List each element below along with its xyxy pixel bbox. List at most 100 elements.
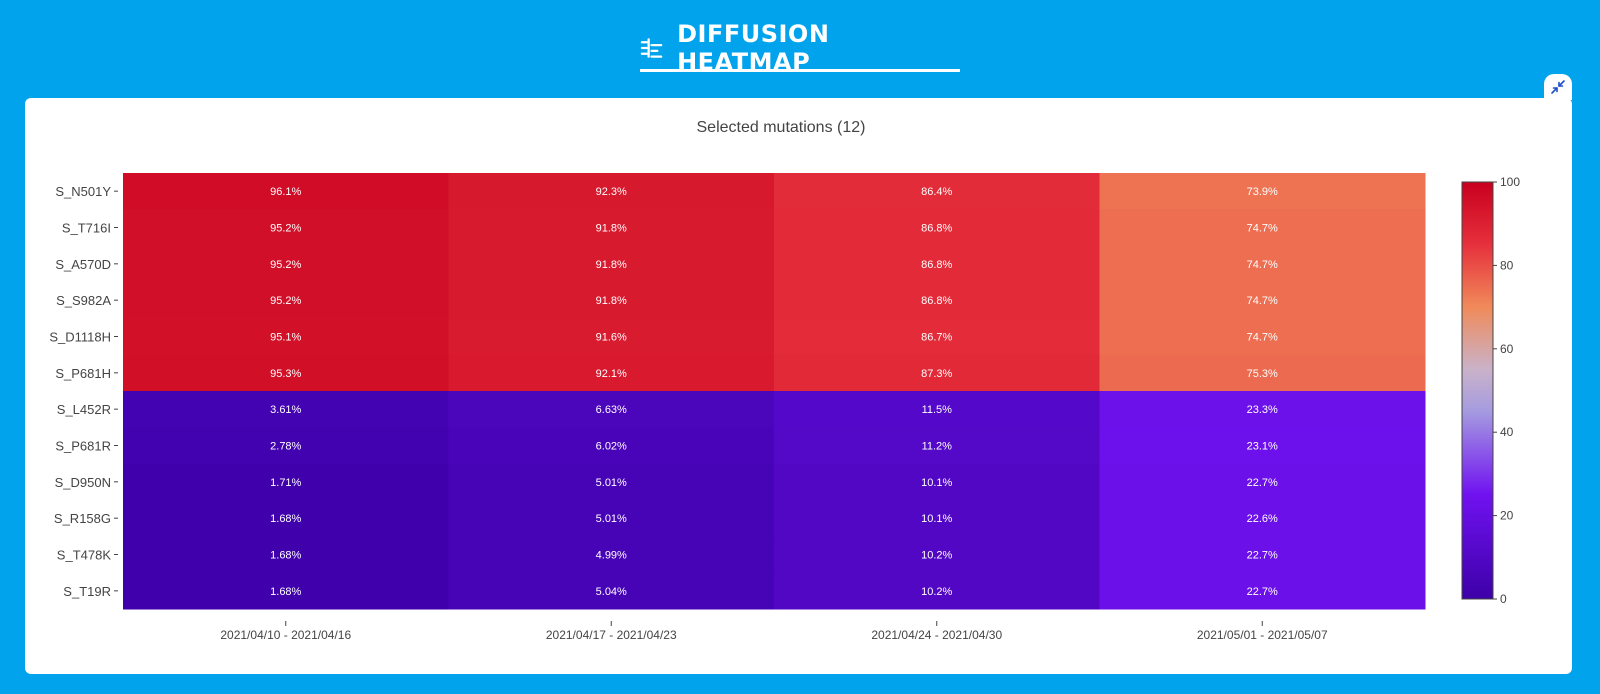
x-tick-label: 2021/04/10 - 2021/04/16 xyxy=(220,628,351,642)
heatmap-cell[interactable] xyxy=(774,282,1100,319)
heatmap-cell[interactable] xyxy=(123,318,449,356)
y-tick-label: S_T478K xyxy=(57,548,112,563)
heatmap-cell[interactable] xyxy=(123,463,449,501)
colorbar-tick-label: 60 xyxy=(1500,342,1514,356)
cell-value-label: 95.2% xyxy=(270,223,301,235)
cell-value-label: 10.2% xyxy=(921,586,952,598)
colorbar-tick-label: 100 xyxy=(1500,175,1520,189)
heatmap-cell[interactable] xyxy=(1099,173,1426,210)
heatmap-cell[interactable] xyxy=(774,391,1100,428)
y-tick-label: S_T716I xyxy=(62,221,111,236)
heatmap-cell[interactable] xyxy=(1099,427,1426,465)
cell-value-label: 2.78% xyxy=(270,441,301,453)
cell-value-label: 92.3% xyxy=(596,186,627,198)
heatmap-cell[interactable] xyxy=(1099,463,1426,501)
colorbar-tick-label: 0 xyxy=(1500,592,1507,606)
cell-value-label: 5.01% xyxy=(596,513,627,525)
cell-value-label: 86.8% xyxy=(921,223,952,235)
y-tick-label: S_D950N xyxy=(55,475,111,490)
heatmap-cell[interactable] xyxy=(774,173,1100,210)
heatmap-cell[interactable] xyxy=(448,354,775,392)
heatmap-cell[interactable] xyxy=(123,427,449,465)
collapse-button[interactable] xyxy=(1544,74,1572,100)
heatmap-cell[interactable] xyxy=(1099,391,1426,428)
heatmap-cell[interactable] xyxy=(774,572,1100,610)
heatmap-cell[interactable] xyxy=(123,391,449,428)
heatmap-settings-icon xyxy=(640,37,663,58)
heatmap-cell[interactable] xyxy=(1099,536,1426,574)
cell-value-label: 22.7% xyxy=(1247,586,1278,598)
cell-value-label: 4.99% xyxy=(596,550,627,562)
heatmap-cell[interactable] xyxy=(448,536,775,574)
cell-value-label: 91.8% xyxy=(596,223,627,235)
cell-value-label: 10.2% xyxy=(921,550,952,562)
x-tick-label: 2021/05/01 - 2021/05/07 xyxy=(1197,628,1328,642)
cell-value-label: 11.2% xyxy=(922,441,953,453)
heatmap-cell[interactable] xyxy=(123,536,449,574)
cell-value-label: 6.63% xyxy=(596,404,627,416)
cell-value-label: 5.04% xyxy=(596,586,627,598)
collapse-arrows-icon xyxy=(1551,80,1565,94)
cell-value-label: 5.01% xyxy=(596,477,627,489)
cell-value-label: 73.9% xyxy=(1247,186,1278,198)
cell-value-label: 91.8% xyxy=(596,295,627,307)
y-tick-label: S_L452R xyxy=(57,402,111,417)
cell-value-label: 3.61% xyxy=(270,404,301,416)
cell-value-label: 95.1% xyxy=(270,332,301,344)
heatmap-cell[interactable] xyxy=(774,500,1100,537)
heatmap-cell[interactable] xyxy=(448,173,775,210)
cell-value-label: 23.1% xyxy=(1247,441,1278,453)
heatmap-cell[interactable] xyxy=(774,354,1100,392)
heatmap-cell[interactable] xyxy=(123,500,449,537)
heatmap-cell[interactable] xyxy=(1099,209,1426,247)
heatmap-cell[interactable] xyxy=(123,245,449,283)
cell-value-label: 86.7% xyxy=(921,332,952,344)
heatmap-cell[interactable] xyxy=(1099,500,1426,537)
heatmap-cell[interactable] xyxy=(123,572,449,610)
heatmap-cell[interactable] xyxy=(448,572,775,610)
chart-card: Selected mutations (12) 96.1% 92.3% 86.4% 7… xyxy=(25,98,1572,674)
heatmap-cell[interactable] xyxy=(774,463,1100,501)
cell-value-label: 23.3% xyxy=(1247,404,1278,416)
cell-value-label: 74.7% xyxy=(1247,259,1278,271)
cell-value-label: 96.1% xyxy=(270,186,301,198)
heatmap-cell[interactable] xyxy=(123,282,449,319)
cell-value-label: 1.71% xyxy=(270,477,301,489)
cell-value-label: 86.8% xyxy=(921,295,952,307)
heatmap-cell[interactable] xyxy=(1099,572,1426,610)
cell-value-label: 10.1% xyxy=(921,513,952,525)
x-tick-label: 2021/04/24 - 2021/04/30 xyxy=(871,628,1002,642)
heatmap-cell[interactable] xyxy=(448,282,775,319)
heatmap-cell[interactable] xyxy=(448,209,775,247)
heatmap-cell[interactable] xyxy=(123,209,449,247)
y-tick-label: S_N501Y xyxy=(55,184,111,199)
heatmap-cell[interactable] xyxy=(448,427,775,465)
y-tick-label: S_A570D xyxy=(55,257,111,272)
cell-value-label: 1.68% xyxy=(270,550,301,562)
colorbar-tick-label: 80 xyxy=(1500,258,1514,272)
heatmap-cell[interactable] xyxy=(1099,245,1426,283)
heatmap-cell[interactable] xyxy=(448,500,775,537)
y-tick-label: S_S982A xyxy=(56,293,111,308)
heatmap-cell[interactable] xyxy=(123,173,449,210)
cell-value-label: 1.68% xyxy=(270,586,301,598)
heatmap-cell[interactable] xyxy=(1099,282,1426,319)
heatmap-cell[interactable] xyxy=(774,536,1100,574)
heatmap-cell[interactable] xyxy=(448,245,775,283)
heatmap-cell[interactable] xyxy=(774,427,1100,465)
heatmap-cell[interactable] xyxy=(1099,354,1426,392)
cell-value-label: 74.7% xyxy=(1247,332,1278,344)
heatmap-cell[interactable] xyxy=(774,318,1100,356)
header-bar: DIFFUSION HEATMAP xyxy=(0,0,1600,96)
cell-value-label: 91.8% xyxy=(596,259,627,271)
cell-value-label: 95.3% xyxy=(270,368,301,380)
heatmap-cell[interactable] xyxy=(123,354,449,392)
cell-value-label: 6.02% xyxy=(596,441,627,453)
heatmap-cell[interactable] xyxy=(448,318,775,356)
heatmap-cell[interactable] xyxy=(774,245,1100,283)
heatmap-cell[interactable] xyxy=(448,391,775,428)
heatmap-cell[interactable] xyxy=(448,463,775,501)
heatmap-cell[interactable] xyxy=(1099,318,1426,356)
cell-value-label: 92.1% xyxy=(596,368,627,380)
heatmap-cell[interactable] xyxy=(774,209,1100,247)
